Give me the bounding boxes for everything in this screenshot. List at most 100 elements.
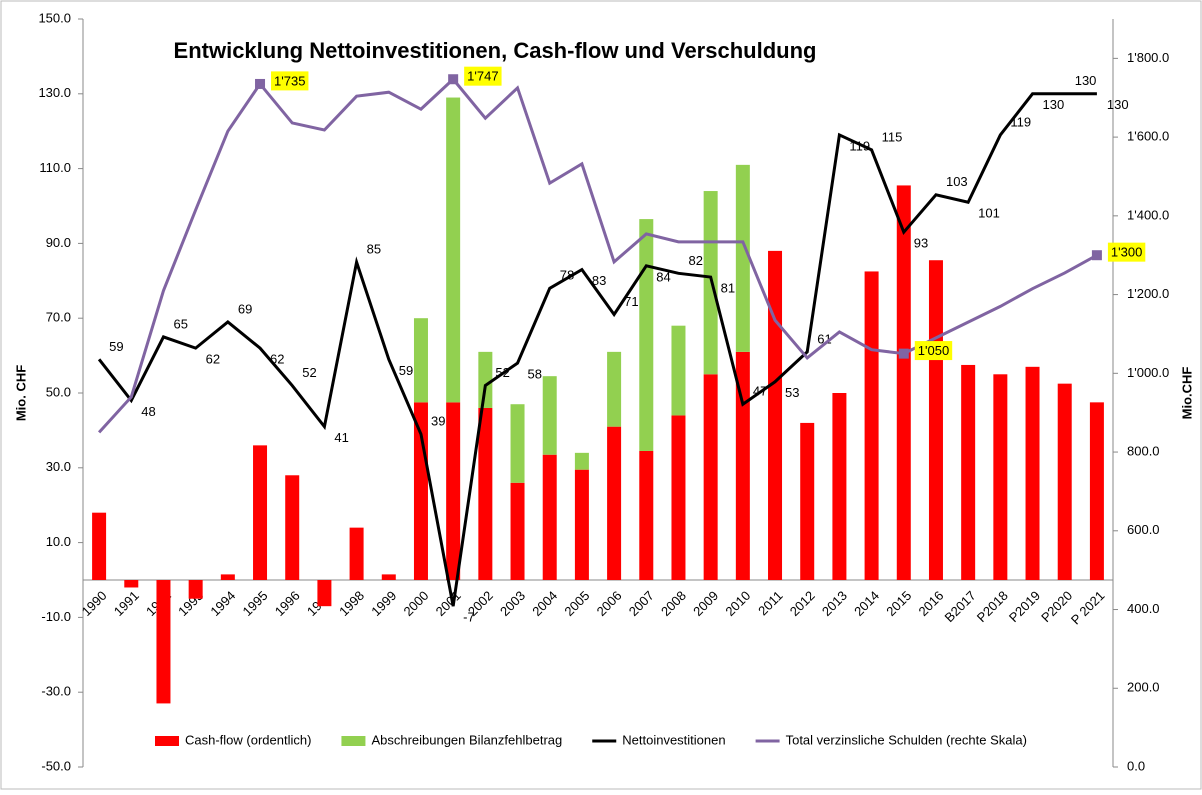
data-label-bg [271, 71, 309, 91]
y-tick-label: 70.0 [46, 310, 71, 325]
bar [639, 450, 654, 580]
bar [864, 271, 879, 580]
bar [542, 376, 557, 455]
data-label: 59 [109, 339, 123, 354]
data-label: 1'050 [918, 343, 949, 358]
bar [156, 580, 171, 704]
y2-tick-label: 1'400.0 [1127, 207, 1169, 222]
data-label: 41 [334, 430, 348, 445]
bar [188, 580, 203, 599]
data-label: 53 [785, 385, 799, 400]
legend-label: Total verzinsliche Schulden (rechte Skal… [786, 732, 1027, 747]
bar [381, 574, 396, 580]
data-label: 115 [882, 129, 903, 144]
bar [574, 469, 589, 580]
y2-axis-title: Mio.CHF [1179, 367, 1194, 420]
bar [317, 580, 332, 607]
y-tick-label: 150.0 [38, 10, 71, 25]
y2-tick-label: 400.0 [1127, 601, 1160, 616]
bar [671, 325, 686, 416]
bar [832, 393, 847, 580]
y-tick-label: -10.0 [41, 609, 71, 624]
bar [735, 164, 750, 352]
bar [1089, 402, 1104, 580]
marker [898, 348, 909, 359]
bar [703, 374, 718, 580]
bar [928, 260, 943, 580]
legend-label: Nettoinvestitionen [622, 732, 725, 747]
bar [961, 364, 976, 580]
data-label: 84 [656, 269, 670, 284]
bar [413, 318, 428, 403]
line-series [97, 77, 1098, 434]
marker [448, 74, 459, 85]
data-label: 69 [238, 301, 252, 316]
legend-swatch [155, 736, 179, 746]
y-tick-label: -50.0 [41, 758, 71, 773]
y2-tick-label: 1'800.0 [1127, 50, 1169, 65]
bar [446, 97, 461, 403]
data-label-bg [914, 341, 953, 361]
data-label: 39 [431, 414, 445, 429]
y-tick-label: 130.0 [38, 85, 71, 100]
data-label: 101 [978, 206, 1000, 221]
data-label: 119 [1010, 114, 1031, 129]
y-tick-label: 90.0 [46, 235, 71, 250]
data-label: 65 [173, 316, 187, 331]
marker [1091, 250, 1102, 261]
data-label: 130 [1107, 97, 1129, 112]
bar [993, 374, 1008, 580]
bar [285, 475, 300, 580]
bar [768, 250, 783, 580]
data-label: 83 [592, 273, 606, 288]
bar [220, 574, 235, 580]
data-label: -7 [463, 610, 475, 625]
y-tick-label: 110.0 [39, 160, 71, 175]
bar [446, 402, 461, 580]
data-label: 81 [721, 280, 735, 295]
data-label: 62 [206, 352, 220, 367]
bar [671, 415, 686, 580]
data-label: 82 [688, 253, 702, 268]
y-tick-label: 10.0 [46, 534, 71, 549]
data-label: 1'735 [274, 73, 305, 88]
y2-tick-label: 1'200.0 [1127, 286, 1169, 301]
bar [542, 454, 557, 580]
bar [574, 452, 589, 470]
bar [1057, 383, 1072, 580]
bar [413, 402, 428, 580]
y2-tick-label: 1'000.0 [1127, 365, 1169, 380]
data-label: 48 [141, 404, 155, 419]
data-label: 78 [560, 268, 574, 283]
y-axis-title: Mio. CHF [13, 365, 28, 421]
data-label: 62 [270, 352, 284, 367]
bar [607, 351, 622, 427]
bar [124, 580, 139, 588]
y-tick-label: -30.0 [41, 684, 71, 699]
bar [478, 407, 493, 580]
data-label: 52 [302, 365, 316, 380]
data-label: 85 [367, 242, 381, 257]
y2-tick-label: 200.0 [1127, 680, 1160, 695]
y-tick-label: 30.0 [46, 459, 71, 474]
marker [255, 78, 266, 89]
bar [253, 445, 268, 580]
bar [896, 185, 911, 580]
data-label: 103 [946, 174, 968, 189]
bar [478, 351, 493, 408]
data-label: 130 [1075, 73, 1097, 88]
data-label: 58 [528, 367, 542, 382]
data-label: 1'747 [467, 69, 498, 84]
y2-tick-label: 600.0 [1127, 522, 1160, 537]
bar [510, 482, 525, 580]
data-label: 1'300 [1111, 245, 1142, 260]
data-label: 71 [624, 294, 638, 309]
data-label-bg [464, 66, 502, 86]
chart-title: Entwicklung Nettoinvestitionen, Cash-flo… [174, 38, 817, 63]
data-label: 93 [914, 236, 928, 251]
data-label: 59 [399, 363, 413, 378]
bar [607, 426, 622, 580]
bar [735, 351, 750, 580]
data-label: 130 [1043, 97, 1065, 112]
